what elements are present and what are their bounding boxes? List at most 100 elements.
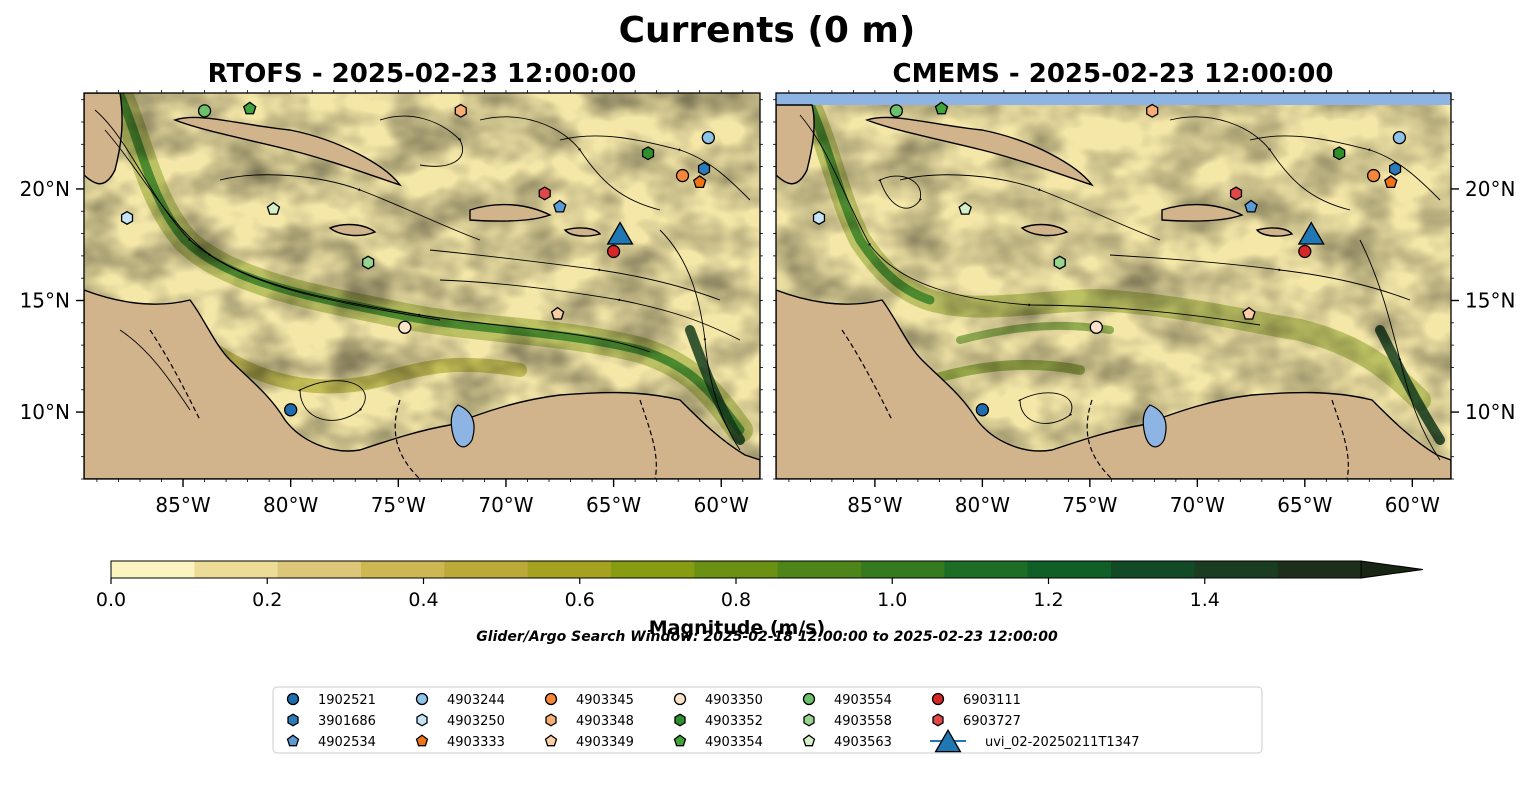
legend-marker-4902534: [286, 734, 300, 747]
colorbar-segment: [694, 561, 779, 578]
legend-label: 4903563: [834, 735, 892, 750]
cmems-marker-4903352: [1333, 146, 1346, 161]
legend-item-4903354: 4903354: [673, 734, 763, 750]
cmems-marker-1902521: [975, 403, 990, 417]
legend-marker-4903352: [674, 713, 686, 727]
legend-label: 4903348: [576, 714, 634, 729]
legend-label: 3901686: [318, 714, 376, 729]
rtofs-y-tick-label: 20°N: [20, 177, 70, 201]
legend-label: 4902534: [318, 735, 376, 750]
rtofs-marker-4903244: [701, 130, 715, 145]
cmems-marker-4903333: [1384, 175, 1398, 189]
colorbar-segment: [527, 561, 612, 578]
cmems-lake-maracaibo: [1142, 404, 1167, 448]
rtofs-borders: [149, 329, 657, 479]
legend-label: 4903345: [576, 693, 634, 708]
legend-item-4903345: 4903345: [544, 692, 634, 708]
legend-label: uvi_02-20250211T1347: [985, 735, 1139, 750]
cmems-x-tick-label: 70°W: [1170, 493, 1225, 517]
legend-frame: [272, 686, 1263, 754]
rtofs-marker-4903348: [454, 103, 467, 118]
cmems-x-tick-label: 85°W: [847, 493, 902, 517]
cmems-x-tick-label: 65°W: [1277, 493, 1332, 517]
colorbar-tick-label: 0.2: [252, 589, 282, 611]
rtofs-marker-4903558: [362, 255, 375, 270]
legend-item-4903348: 4903348: [545, 713, 634, 729]
cmems-marker-4903250: [812, 210, 826, 226]
cmems-x-tick-label: 60°W: [1385, 493, 1440, 517]
legend-item-4903244: 4903244: [415, 692, 505, 708]
legend-label: 4903558: [834, 714, 892, 729]
legend-label: 6903111: [963, 693, 1021, 708]
cmems-marker-4903348: [1146, 103, 1159, 118]
rtofs-marker-4903333: [692, 175, 707, 189]
legend-marker-4903348: [545, 713, 557, 727]
rtofs-marker-4903345: [675, 168, 690, 183]
rtofs-marker-6903727: [538, 186, 551, 201]
cmems-marker-4903345: [1366, 168, 1381, 183]
rtofs-frame: [83, 92, 761, 480]
colorbar-segment: [194, 561, 279, 578]
cmems-streamlines: [799, 114, 1441, 461]
legend-item-4902534: 4902534: [286, 734, 376, 750]
legend-item-6903727: 6903727: [932, 713, 1021, 729]
legend-label: 4903244: [447, 693, 505, 708]
rtofs-map-panel: RTOFS - 2025-02-23 12:00:00: [20, 59, 763, 517]
legend-label: 1902521: [318, 693, 376, 708]
legend-item-uvi_02-20250211T1347: uvi_02-20250211T1347: [930, 728, 1139, 753]
rtofs-marker-6903111: [606, 244, 621, 259]
legend-label: 4903349: [576, 735, 634, 750]
rtofs-lake-maracaibo: [450, 404, 475, 448]
rtofs-marker-4902534: [553, 199, 567, 213]
legend-item-4903333: 4903333: [415, 734, 505, 750]
rtofs-y-tick-label: 10°N: [20, 400, 70, 424]
rtofs-marker-4903352: [641, 146, 655, 161]
legend-marker-3901686: [287, 713, 299, 727]
cmems-marker-6903111: [1298, 244, 1312, 259]
rtofs-x-tick-label: 85°W: [155, 493, 210, 517]
cmems-marker-6903727: [1229, 186, 1243, 201]
colorbar-tick-label: 1.0: [877, 589, 907, 611]
colorbar-segment: [1111, 561, 1195, 578]
colorbar-segment: [1194, 561, 1279, 578]
legend-marker-4903349: [544, 734, 558, 747]
legend-item-4903554: 4903554: [802, 692, 892, 708]
rtofs-platform-markers: [120, 101, 715, 417]
legend-label: 4903350: [705, 693, 763, 708]
cmems-map-panel: CMEMS - 2025-02-23 12:00:00: [773, 59, 1515, 517]
legend-marker-4903563: [802, 734, 816, 747]
legend-label: 4903250: [447, 714, 505, 729]
cmems-platform-markers: [812, 101, 1407, 417]
legend-marker-uvi_02-20250211T1347: [934, 728, 962, 753]
cmems-marker-uvi_02-20250211T1347: [1297, 221, 1325, 245]
legend-label: 4903352: [705, 714, 763, 729]
colorbar-segment: [1027, 561, 1112, 578]
rtofs-x-axis: 85°W 80°W 75°W 70°W 65°W 60°W: [96, 90, 749, 517]
cmems-land: [776, 104, 1451, 479]
legend-item-4903563: 4903563: [802, 734, 892, 750]
rtofs-marker-4903563: [266, 201, 281, 215]
legend-label: 4903354: [705, 735, 763, 750]
colorbar-extend-arrow: [1360, 560, 1424, 579]
legend-items: 1902521 3901686 4902534 4903244 4903250 49033…: [286, 692, 1139, 753]
rtofs-marker-4903349: [550, 306, 565, 320]
colorbar-segment: [361, 561, 445, 578]
cmems-x-axis: 85°W 80°W 75°W 70°W 65°W 60°W: [788, 90, 1440, 517]
cmems-frame: [775, 92, 1452, 480]
cmems-y-axis: 10°N 15°N 20°N: [773, 99, 1515, 480]
rtofs-marker-1902521: [284, 403, 298, 417]
legend-label: 4903333: [447, 735, 505, 750]
cmems-marker-4903558: [1053, 255, 1066, 270]
colorbar-segment: [111, 561, 195, 578]
legend: 1902521 3901686 4902534 4903244 4903250 49033…: [272, 686, 1263, 754]
rtofs-marker-4903554: [197, 104, 212, 118]
legend-marker-4903333: [415, 734, 429, 747]
colorbar-segment: [277, 561, 362, 578]
colorbar-segment: [861, 561, 945, 578]
cmems-y-tick-label: 20°N: [1465, 177, 1515, 201]
legend-marker-4903250: [416, 713, 428, 727]
cmems-marker-4902534: [1244, 199, 1258, 213]
rtofs-land: [84, 93, 760, 479]
legend-marker-6903111: [931, 692, 945, 706]
